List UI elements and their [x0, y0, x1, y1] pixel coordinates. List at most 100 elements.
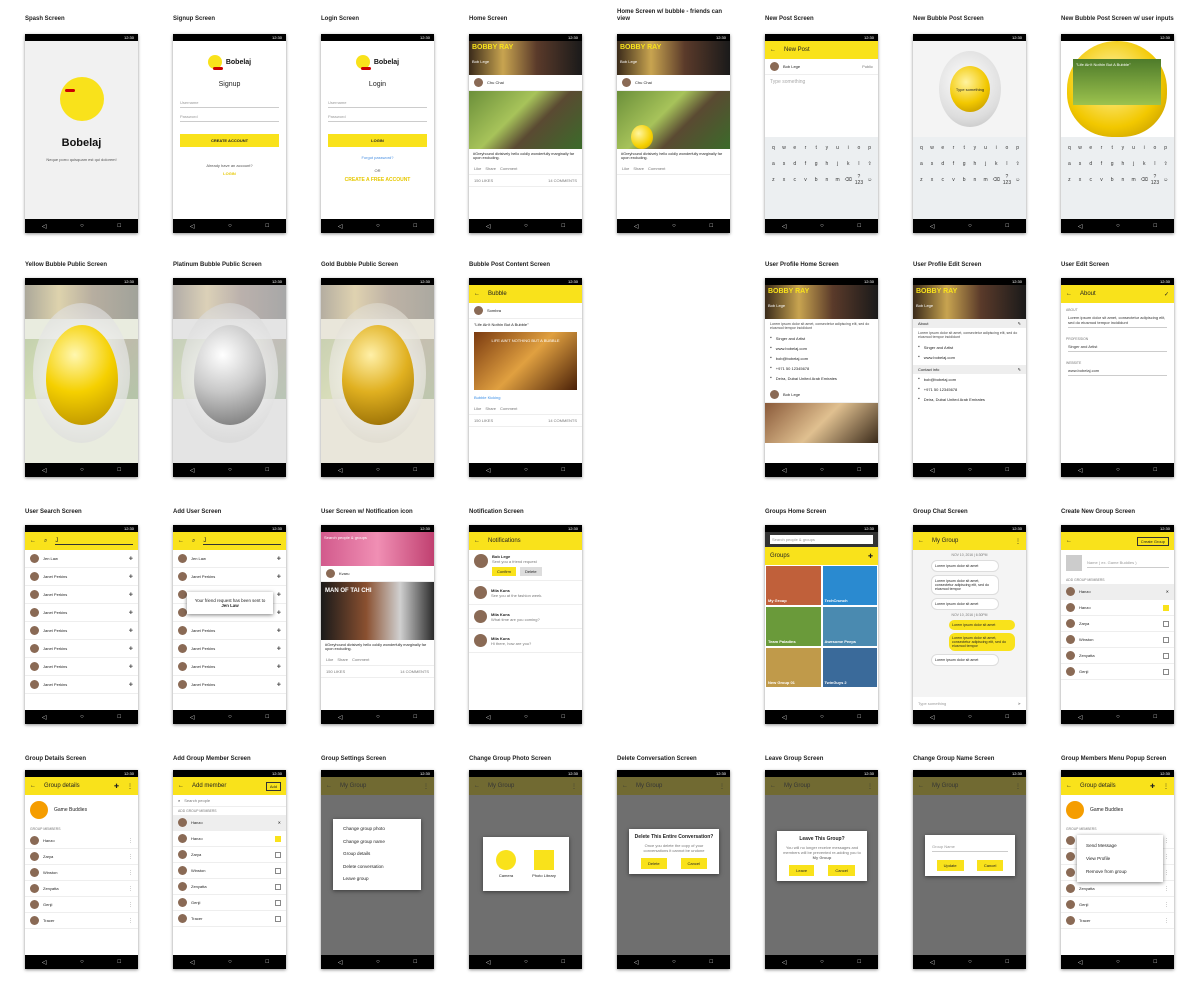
keyboard-key[interactable]: a: [1067, 161, 1071, 167]
more-vert-icon[interactable]: ⋮: [1164, 837, 1169, 844]
edit-pencil-icon[interactable]: ✎: [1017, 321, 1021, 326]
keyboard-key[interactable]: ☺: [1015, 177, 1021, 183]
search-input[interactable]: Search people & groups: [770, 535, 873, 544]
keyboard-key[interactable]: k: [846, 161, 850, 167]
recents-icon[interactable]: □: [1153, 714, 1158, 720]
like-button[interactable]: Like: [326, 657, 334, 662]
keyboard-key[interactable]: ☺: [867, 177, 873, 183]
recents-icon[interactable]: □: [1005, 223, 1010, 229]
group-tile[interactable]: Awesome Peeps: [821, 606, 878, 647]
back-icon[interactable]: ◁: [929, 467, 935, 474]
keyboard-key[interactable]: b: [1110, 177, 1114, 183]
like-button[interactable]: Like: [474, 406, 482, 411]
keyboard-key[interactable]: s: [782, 161, 786, 167]
member-row[interactable]: Tracer ⋮: [25, 913, 138, 929]
user-row[interactable]: Janet Perkins ✚: [25, 568, 138, 586]
delete-button[interactable]: Delete: [640, 858, 667, 869]
notification-item[interactable]: Mila Kuns Hi there, how are you?: [469, 629, 582, 653]
keyboard-key[interactable]: l: [1154, 161, 1156, 167]
home-icon[interactable]: ○: [228, 959, 232, 965]
back-icon[interactable]: ◁: [781, 714, 787, 721]
avatar[interactable]: [474, 78, 483, 87]
search-input[interactable]: Search people & groups: [324, 535, 367, 540]
member-row[interactable]: Hanzo: [1061, 600, 1174, 616]
back-icon[interactable]: ◁: [189, 714, 195, 721]
back-icon[interactable]: ◁: [929, 714, 935, 721]
user-row[interactable]: Jen Law ✚: [25, 550, 138, 568]
like-button[interactable]: Like: [474, 166, 482, 171]
back-arrow-icon[interactable]: ←: [1066, 538, 1072, 544]
back-icon[interactable]: ◁: [41, 223, 47, 230]
search-input[interactable]: Search people: [184, 798, 211, 803]
keyboard-key[interactable]: f: [1100, 161, 1103, 167]
post-image[interactable]: MAN OF TAI CHI: [321, 582, 434, 640]
keyboard-key[interactable]: j: [1132, 161, 1135, 167]
keyboard-key[interactable]: g: [814, 161, 818, 167]
home-icon[interactable]: ○: [376, 223, 380, 229]
home-icon[interactable]: ○: [80, 714, 84, 720]
back-icon[interactable]: ◁: [337, 223, 343, 230]
member-row[interactable]: Zenyatta: [1061, 648, 1174, 664]
gold-egg-icon[interactable]: [342, 325, 414, 425]
group-name-field[interactable]: Group Name: [932, 842, 1008, 852]
member-row[interactable]: Tracer: [173, 911, 286, 927]
menu-item[interactable]: Change group name: [343, 838, 385, 844]
add-friend-icon[interactable]: ✚: [276, 609, 281, 616]
home-icon[interactable]: ○: [228, 223, 232, 229]
about-field[interactable]: Lorem ipsum dolor sit amet, consectetur …: [1068, 313, 1167, 328]
keyboard-key[interactable]: r: [804, 145, 807, 151]
back-arrow-icon[interactable]: ←: [178, 538, 184, 544]
keyboard-key[interactable]: e: [793, 145, 797, 151]
checkbox[interactable]: [1163, 604, 1169, 611]
login-button[interactable]: LOGIN: [328, 134, 427, 147]
recents-icon[interactable]: □: [1153, 959, 1158, 965]
keyboard-key[interactable]: l: [858, 161, 860, 167]
home-icon[interactable]: ○: [820, 714, 824, 720]
home-icon[interactable]: ○: [820, 959, 824, 965]
keyboard-key[interactable]: ?123: [1002, 174, 1012, 186]
more-vert-icon[interactable]: ⋮: [1164, 901, 1169, 908]
menu-item[interactable]: Send Message: [1086, 843, 1117, 848]
share-button[interactable]: Share: [485, 166, 497, 171]
keyboard-key[interactable]: k: [994, 161, 998, 167]
add-friend-icon[interactable]: ✚: [128, 681, 133, 688]
cancel-button[interactable]: Cancel: [976, 860, 1004, 871]
recents-icon[interactable]: □: [413, 959, 418, 965]
back-icon[interactable]: ◁: [781, 467, 787, 474]
keyboard-key[interactable]: c: [1089, 177, 1092, 183]
keyboard-key[interactable]: v: [1100, 177, 1103, 183]
forgot-password-link[interactable]: Forgot password?: [361, 155, 394, 160]
keyboard-key[interactable]: ⇧: [1015, 161, 1020, 167]
keyboard-key[interactable]: p: [1016, 145, 1020, 151]
more-vert-icon[interactable]: ⋮: [127, 783, 133, 790]
post-image[interactable]: LIFE AIN'T NOTHING BUT A BUBBLE: [474, 332, 577, 390]
group-avatar[interactable]: [1066, 801, 1084, 819]
keyboard-key[interactable]: w: [1078, 145, 1082, 151]
keyboard-key[interactable]: m: [1131, 177, 1136, 183]
leave-button[interactable]: Leave: [789, 865, 815, 876]
keyboard-key[interactable]: u: [1132, 145, 1135, 151]
keyboard-key[interactable]: c: [941, 177, 944, 183]
checkbox[interactable]: [275, 851, 281, 858]
home-icon[interactable]: ○: [524, 714, 528, 720]
recents-icon[interactable]: □: [561, 467, 566, 473]
user-row[interactable]: Janet Perkins ✚: [25, 622, 138, 640]
add-member-icon[interactable]: ✚: [113, 783, 119, 790]
search-input[interactable]: J: [55, 538, 133, 545]
keyboard-key[interactable]: h: [1121, 161, 1125, 167]
add-friend-icon[interactable]: ✚: [276, 627, 281, 634]
back-icon[interactable]: ◁: [633, 223, 639, 230]
back-arrow-icon[interactable]: ←: [474, 291, 480, 297]
back-icon[interactable]: ◁: [485, 467, 491, 474]
create-account-link[interactable]: CREATE A FREE ACCOUNT: [344, 177, 411, 183]
recents-icon[interactable]: □: [265, 467, 270, 473]
keyboard-key[interactable]: x: [930, 177, 934, 183]
user-row[interactable]: Janet Perkins ✚: [173, 568, 286, 586]
add-friend-icon[interactable]: ✚: [276, 681, 281, 688]
post-image[interactable]: [617, 91, 730, 149]
checkbox[interactable]: [275, 899, 281, 906]
back-icon[interactable]: ◁: [337, 714, 343, 721]
more-vert-icon[interactable]: ⋮: [128, 853, 133, 860]
group-tile[interactable]: New Group 01: [765, 647, 822, 688]
keyboard-key[interactable]: ☺: [1163, 177, 1169, 183]
